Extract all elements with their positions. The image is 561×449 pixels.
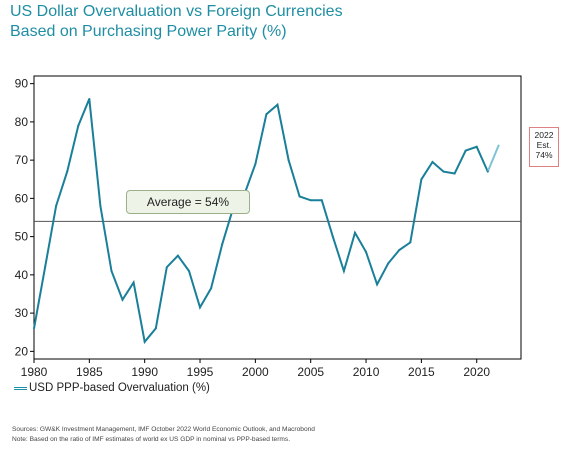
data-point bbox=[398, 249, 401, 252]
data-point bbox=[331, 235, 334, 238]
legend-label: USD PPP-based Overvaluation (%) bbox=[29, 382, 210, 394]
data-point bbox=[143, 340, 146, 343]
estimate-label: Est. bbox=[536, 140, 552, 150]
data-point bbox=[33, 327, 35, 330]
x-tick-label: 2000 bbox=[242, 365, 269, 379]
y-tick-label: 50 bbox=[15, 230, 29, 244]
data-point bbox=[176, 254, 179, 257]
chart-title-line-2: Based on Purchasing Power Parity (%) bbox=[10, 23, 287, 40]
data-point bbox=[475, 145, 478, 148]
data-point bbox=[453, 172, 456, 175]
data-point bbox=[99, 205, 102, 208]
estimate-value: 74% bbox=[535, 150, 553, 160]
data-point bbox=[320, 199, 323, 202]
data-point bbox=[154, 327, 157, 330]
data-point bbox=[187, 270, 190, 273]
x-tick-label: 1980 bbox=[21, 365, 48, 379]
data-point bbox=[431, 161, 434, 164]
data-point bbox=[77, 124, 80, 127]
data-point bbox=[254, 162, 257, 165]
estimate-callout: 2022 Est. 74% bbox=[529, 127, 559, 167]
data-point bbox=[88, 97, 91, 100]
data-point bbox=[420, 178, 423, 181]
data-point bbox=[387, 262, 390, 265]
x-tick-label: 2010 bbox=[353, 365, 380, 379]
data-point bbox=[353, 231, 356, 234]
data-point bbox=[265, 113, 268, 116]
x-tick-label: 2015 bbox=[408, 365, 435, 379]
x-axis: 1980 1985 1990 1995 2000 2005 2010 2015 2020 bbox=[21, 359, 490, 379]
data-point bbox=[409, 241, 412, 244]
data-point bbox=[55, 205, 58, 208]
data-point bbox=[66, 170, 69, 173]
y-tick-label: 80 bbox=[15, 115, 29, 129]
data-point bbox=[287, 159, 290, 162]
y-tick-label: 20 bbox=[15, 344, 29, 358]
legend: USD PPP-based Overvaluation (%) bbox=[14, 382, 210, 394]
data-point bbox=[276, 103, 279, 106]
data-point bbox=[464, 149, 467, 152]
x-tick-label: 1995 bbox=[187, 365, 214, 379]
data-point bbox=[442, 170, 445, 173]
data-point bbox=[210, 287, 213, 290]
y-tick-label: 30 bbox=[15, 306, 29, 320]
series-line-overvaluation bbox=[33, 98, 489, 345]
data-point bbox=[298, 195, 301, 198]
data-point bbox=[342, 270, 345, 273]
y-tick-label: 90 bbox=[15, 77, 29, 91]
data-point bbox=[165, 266, 168, 269]
data-point bbox=[365, 250, 368, 253]
data-point bbox=[376, 283, 379, 286]
x-tick-label: 1990 bbox=[131, 365, 158, 379]
data-point bbox=[110, 270, 113, 273]
data-point bbox=[221, 243, 224, 246]
data-point bbox=[44, 266, 47, 269]
plot-frame bbox=[33, 75, 522, 360]
y-axis: 20 30 40 50 60 70 80 90 bbox=[15, 77, 34, 358]
estimate-year: 2022 bbox=[534, 130, 554, 140]
data-point bbox=[309, 199, 312, 202]
x-tick-label: 2020 bbox=[463, 365, 490, 379]
footnote-note: Note: Based on the ratio of IMF estimate… bbox=[12, 436, 291, 443]
y-tick-label: 70 bbox=[15, 153, 29, 167]
footnote-sources: Sources: GW&K Investment Management, IMF… bbox=[12, 426, 315, 433]
legend-swatch bbox=[14, 386, 27, 390]
data-point bbox=[486, 170, 489, 173]
series-line-2022-estimate bbox=[486, 144, 500, 172]
data-point bbox=[121, 298, 124, 301]
data-point bbox=[132, 281, 135, 284]
y-tick-label: 60 bbox=[15, 191, 29, 205]
y-tick-label: 40 bbox=[15, 268, 29, 282]
x-tick-label: 1985 bbox=[76, 365, 103, 379]
x-tick-label: 2005 bbox=[297, 365, 324, 379]
data-point bbox=[199, 306, 202, 309]
chart-title-line-1: US Dollar Overvaluation vs Foreign Curre… bbox=[10, 3, 343, 20]
average-annotation: Average = 54% bbox=[126, 190, 250, 214]
